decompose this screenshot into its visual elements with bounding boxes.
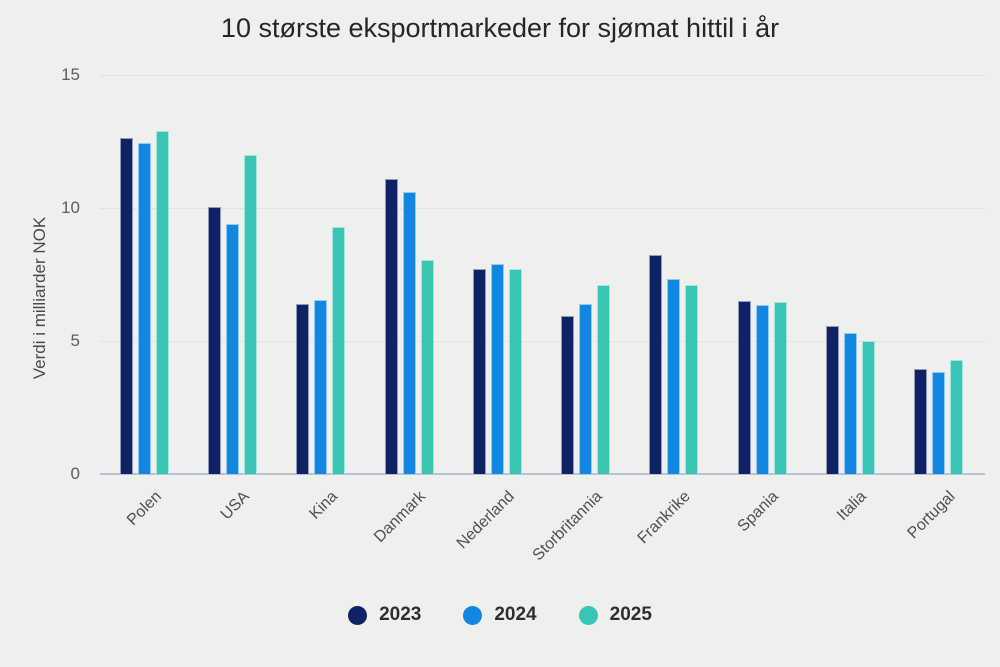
bar-2025-nederland[interactable]	[508, 269, 522, 474]
bar-2023-nederland[interactable]	[472, 269, 486, 474]
bar-2023-italia[interactable]	[825, 326, 839, 474]
bar-2025-italia[interactable]	[861, 341, 875, 474]
chart-title: 10 største eksportmarkeder for sjømat hi…	[220, 13, 780, 43]
legend-item-2025[interactable]: 2025	[578, 604, 652, 626]
bar-2025-portugal[interactable]	[950, 359, 963, 474]
x-label-polen: Polen	[123, 488, 165, 529]
bar-2023-polen[interactable]	[120, 137, 133, 474]
bar-2025-frankrike[interactable]	[685, 285, 699, 474]
legend-label: 2024	[494, 604, 537, 625]
gridline	[100, 208, 985, 209]
gridline	[100, 341, 985, 342]
bar-2024-usa[interactable]	[226, 223, 240, 474]
bar-2025-polen[interactable]	[156, 130, 169, 474]
x-axis-labels: Polen USA Kina Danmark Nederland Storbritanni…	[100, 474, 985, 604]
bar-2024-italia[interactable]	[843, 333, 857, 474]
y-axis-title: Verdi i milliarder NOK	[30, 216, 49, 380]
bar-group-kina	[296, 75, 346, 474]
legend-marker	[463, 605, 483, 625]
x-label-storbritannia: Storbritannia	[529, 488, 606, 565]
bar-2024-spania[interactable]	[755, 305, 769, 474]
bar-group-frankrike	[649, 75, 699, 474]
bar-group-spania	[737, 75, 787, 474]
bar-2024-storbritannia[interactable]	[579, 303, 593, 474]
bar-2025-spania[interactable]	[773, 302, 787, 474]
x-label-frankrike: Frankrike	[634, 488, 694, 548]
x-label-kina: Kina	[306, 488, 341, 523]
bar-2025-storbritannia[interactable]	[597, 285, 611, 474]
bar-2023-portugal[interactable]	[914, 368, 927, 474]
x-label-nederland: Nederland	[453, 488, 518, 553]
bar-group-polen	[120, 75, 169, 474]
x-label-danmark: Danmark	[371, 488, 430, 546]
y-tick-label: 5	[70, 331, 80, 350]
bar-2024-kina[interactable]	[314, 299, 328, 474]
legend-label: 2025	[609, 604, 652, 625]
bar-2023-danmark[interactable]	[384, 178, 398, 474]
plot-area	[100, 75, 985, 475]
gridline	[100, 75, 985, 76]
bar-group-danmark	[384, 75, 434, 474]
bar-2023-storbritannia[interactable]	[561, 315, 575, 474]
x-label-spania: Spania	[734, 488, 783, 536]
grid-layer	[100, 75, 985, 475]
bar-2024-nederland[interactable]	[490, 263, 504, 474]
bar-2024-portugal[interactable]	[932, 371, 945, 474]
y-tick-label: 15	[61, 65, 80, 84]
bar-group-usa	[208, 75, 258, 474]
bar-2023-frankrike[interactable]	[649, 254, 663, 474]
x-label-usa: USA	[217, 488, 253, 524]
legend-label: 2023	[379, 604, 422, 625]
legend-marker	[578, 605, 598, 625]
bars-layer	[100, 75, 985, 474]
bar-2023-usa[interactable]	[208, 206, 222, 474]
bar-2024-polen[interactable]	[138, 142, 151, 474]
legend-item-2023[interactable]: 2023	[348, 604, 421, 626]
bar-group-italia	[825, 75, 875, 474]
bar-group-storbritannia	[561, 75, 611, 474]
bar-2025-kina[interactable]	[332, 226, 346, 474]
x-label-portugal: Portugal	[904, 488, 959, 543]
bar-group-portugal	[914, 75, 963, 474]
legend-item-2024[interactable]: 2024	[463, 604, 537, 626]
x-axis-line	[100, 473, 985, 475]
bar-2023-kina[interactable]	[296, 303, 310, 474]
bar-2024-danmark[interactable]	[402, 192, 416, 474]
bar-group-nederland	[472, 75, 522, 474]
legend: 2023 2024 2025	[0, 604, 1000, 626]
legend-marker	[348, 605, 368, 625]
bar-2025-usa[interactable]	[244, 154, 258, 474]
bar-2025-danmark[interactable]	[420, 259, 434, 474]
bar-2024-frankrike[interactable]	[667, 278, 681, 474]
y-tick-label: 0	[70, 464, 80, 483]
bar-2023-spania[interactable]	[737, 301, 751, 474]
x-label-italia: Italia	[834, 488, 871, 524]
y-tick-label: 10	[61, 198, 80, 217]
